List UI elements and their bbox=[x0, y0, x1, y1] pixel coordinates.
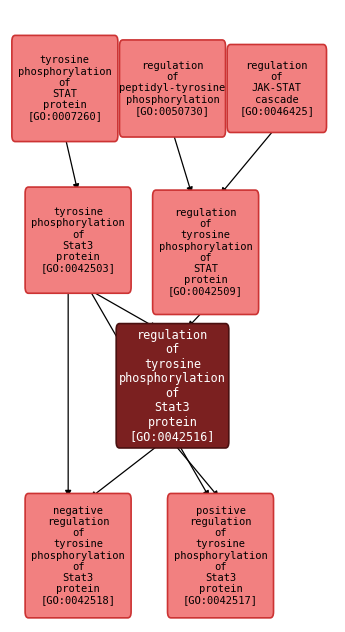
FancyBboxPatch shape bbox=[119, 40, 226, 137]
Text: regulation
of
tyrosine
phosphorylation
of
STAT
protein
[GO:0042509]: regulation of tyrosine phosphorylation o… bbox=[159, 208, 253, 296]
FancyBboxPatch shape bbox=[227, 44, 326, 133]
Text: regulation
of
tyrosine
phosphorylation
of
Stat3
protein
[GO:0042516]: regulation of tyrosine phosphorylation o… bbox=[119, 329, 226, 443]
Text: positive
regulation
of
tyrosine
phosphorylation
of
Stat3
protein
[GO:0042517]: positive regulation of tyrosine phosphor… bbox=[174, 506, 267, 605]
Text: negative
regulation
of
tyrosine
phosphorylation
of
Stat3
protein
[GO:0042518]: negative regulation of tyrosine phosphor… bbox=[31, 506, 125, 605]
Text: tyrosine
phosphorylation
of
STAT
protein
[GO:0007260]: tyrosine phosphorylation of STAT protein… bbox=[18, 56, 112, 121]
Text: tyrosine
phosphorylation
of
Stat3
protein
[GO:0042503]: tyrosine phosphorylation of Stat3 protei… bbox=[31, 207, 125, 273]
FancyBboxPatch shape bbox=[168, 494, 274, 618]
FancyBboxPatch shape bbox=[152, 190, 259, 315]
Text: regulation
of
peptidyl-tyrosine
phosphorylation
[GO:0050730]: regulation of peptidyl-tyrosine phosphor… bbox=[119, 61, 226, 116]
FancyBboxPatch shape bbox=[12, 35, 118, 142]
FancyBboxPatch shape bbox=[25, 187, 131, 293]
Text: regulation
of
JAK-STAT
cascade
[GO:0046425]: regulation of JAK-STAT cascade [GO:00464… bbox=[239, 61, 314, 116]
FancyBboxPatch shape bbox=[25, 494, 131, 618]
FancyBboxPatch shape bbox=[116, 324, 229, 448]
